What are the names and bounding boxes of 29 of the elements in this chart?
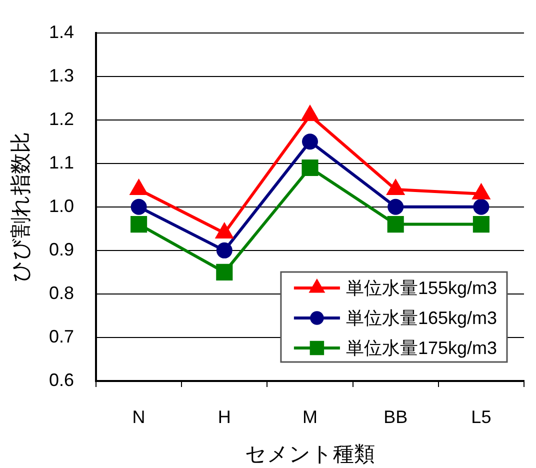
point [130,198,147,215]
legend-label: 単位水量165kg/m3 [346,308,498,328]
x-axis-title: セメント種類 [245,443,375,466]
point [216,242,232,258]
y-tick-label: 0.7 [48,326,74,346]
point [302,159,318,176]
legend-label: 単位水量155kg/m3 [346,278,498,298]
x-tick-label: H [218,406,231,427]
point [216,264,233,280]
x-tick-label: BB [384,406,408,427]
y-tick-label: 1.4 [48,22,74,42]
x-tick-label: N [132,406,146,427]
y-tick-label: 1.0 [48,196,74,216]
point [130,216,148,233]
x-tick-label: M [302,406,318,427]
x-tick-label: L5 [471,406,492,427]
y-tick-label: 1.3 [48,65,74,86]
y-tick-label: 0.8 [48,282,74,303]
legend-label: 単位水量175kg/m3 [346,338,498,358]
y-tick-label: 0.6 [48,370,74,390]
point [473,198,490,215]
point [302,134,318,150]
point [388,198,404,215]
y-tick-label: 1.1 [48,152,74,172]
y-tick-label: 0.9 [48,239,74,260]
point [472,216,490,233]
y-tick-label: 1.2 [48,108,74,129]
y-axis-title: ひび割れ指数比 [9,132,32,282]
point [387,216,404,233]
